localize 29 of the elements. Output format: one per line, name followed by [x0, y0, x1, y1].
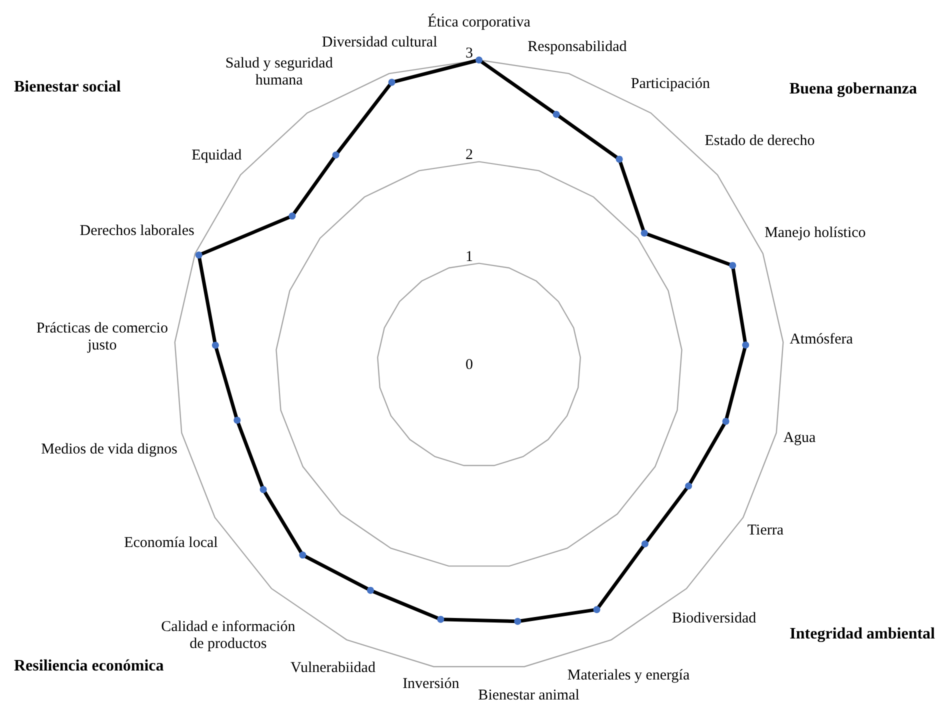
y-tick-label: 1 — [466, 248, 473, 265]
spoke-label: Inversión — [402, 676, 460, 692]
spoke-label: Estado de derecho — [704, 133, 815, 150]
text: Integridad ambiental — [790, 626, 936, 642]
spoke-label: Equidad — [192, 148, 242, 164]
y-tick-label: 3 — [466, 46, 473, 62]
spoke-label: Medios de vida dignos — [41, 441, 178, 458]
spoke-label: Tierra — [747, 522, 784, 538]
y-tick-label: 2 — [466, 147, 473, 164]
text: Resiliencia económica — [14, 658, 164, 674]
text: Bienestar social — [14, 78, 122, 96]
text: Buena gobernanza — [789, 80, 917, 98]
spoke-label: Diversidad cultural — [322, 34, 438, 51]
spoke-label: Biodiversidad — [672, 610, 757, 626]
spoke-label: Responsabilidad — [528, 38, 628, 55]
spoke-label: Atmósfera — [790, 331, 854, 348]
y-tick-label: 0 — [466, 357, 473, 373]
spoke-label: Bienestar animal — [478, 687, 580, 704]
spoke-label: Prácticas de comercio justo — [36, 320, 168, 354]
spoke-label: Manejo holístico — [764, 225, 866, 242]
spoke-label: Calidad e información de productos — [161, 618, 296, 652]
spoke-label: Ética corporativa — [428, 14, 531, 30]
spoke-label: Salud y seguridad humana — [225, 55, 334, 88]
spoke-label: Agua — [783, 430, 816, 446]
spoke-label: Economía local — [124, 534, 218, 551]
spoke-label: Vulnerabiidad — [290, 660, 376, 676]
spoke-label: Materiales y energía — [567, 667, 690, 684]
spoke-label: Derechos laborales — [80, 222, 194, 239]
spoke-label: Participación — [630, 76, 711, 92]
